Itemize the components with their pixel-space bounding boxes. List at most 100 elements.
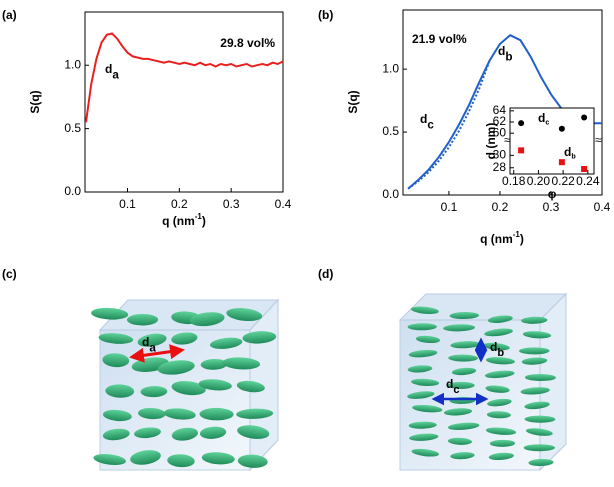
platelet	[520, 387, 550, 395]
x-label-end: )	[520, 232, 524, 246]
x-tick-label: 0.22	[551, 174, 575, 188]
data-point	[558, 159, 565, 166]
platelet	[450, 341, 481, 349]
panel-label: (c)	[2, 267, 17, 281]
y-axis-label: S(q)	[346, 90, 360, 113]
platelet	[105, 384, 135, 398]
platelet	[91, 307, 129, 320]
platelet	[443, 324, 476, 332]
x-tick-label: 0.3	[543, 200, 560, 214]
axis-break: ≈	[504, 133, 511, 147]
peak-label: db	[498, 44, 512, 63]
platelet	[93, 453, 127, 465]
platelet	[237, 425, 270, 439]
x-label-text: q (nm	[162, 214, 195, 228]
platelet	[200, 358, 228, 370]
platelet	[524, 415, 556, 423]
label-sub: c	[427, 118, 434, 131]
platelet	[199, 426, 227, 439]
data-point	[581, 166, 588, 173]
label-main: d	[420, 112, 427, 126]
annotation: 29.8 vol%	[220, 36, 275, 50]
label-sub: a	[112, 68, 119, 81]
platelet	[521, 316, 548, 324]
platelet	[448, 354, 479, 362]
x-tick-label: 0.2	[171, 197, 188, 211]
x-axis-label: q (nm-1)	[480, 230, 524, 246]
x-tick-label: 0.4	[594, 200, 611, 214]
platelet	[222, 357, 261, 370]
platelet	[409, 433, 439, 441]
platelet	[415, 335, 441, 344]
platelet	[524, 374, 557, 382]
label-sub: c	[545, 118, 549, 126]
platelet	[488, 452, 514, 461]
platelet	[443, 408, 473, 416]
axis-break: ≈	[595, 133, 602, 147]
label-sub: c	[453, 384, 459, 396]
label-main: d	[446, 377, 453, 391]
label-main: d	[564, 145, 571, 159]
platelet	[449, 312, 480, 320]
x-label-end: )	[202, 214, 206, 228]
x-tick-label: 0.4	[275, 197, 292, 211]
label-main: d	[490, 340, 497, 354]
platelet	[484, 328, 513, 337]
label-sub: b	[505, 50, 512, 63]
label-main: d	[498, 44, 505, 58]
x-tick-label: 0.2	[492, 200, 509, 214]
platelet	[524, 401, 550, 410]
label-sub: b	[497, 347, 504, 359]
platelet	[237, 454, 268, 468]
platelet	[450, 452, 475, 460]
y-tick-label: 0.5	[64, 121, 81, 135]
platelet	[167, 454, 195, 468]
platelet	[189, 312, 225, 327]
platelet	[487, 315, 513, 323]
y-tick-label: 64	[493, 103, 507, 117]
platelet	[487, 398, 512, 407]
label-sub: b	[571, 152, 576, 160]
label-main: d	[105, 62, 112, 76]
y-tick-label: 62	[493, 114, 507, 128]
y-tick-label: 30	[493, 148, 507, 162]
data-line	[85, 32, 284, 123]
y-axis-label: d (nm)	[484, 123, 498, 160]
peak-label: dc	[420, 112, 434, 131]
x-label-sup: -1	[513, 230, 521, 239]
panel-label: (b)	[318, 8, 333, 22]
platelet	[137, 333, 167, 347]
y-tick-label: 0.5	[382, 124, 399, 138]
platelet	[199, 407, 234, 421]
platelet	[447, 422, 480, 431]
platelet	[98, 333, 134, 344]
x-tick-label: 0.24	[576, 174, 600, 188]
platelet	[411, 378, 440, 386]
y-tick-label: 0.0	[64, 184, 81, 198]
platelet	[519, 347, 550, 355]
platelet	[102, 409, 132, 422]
data-line	[407, 59, 491, 190]
platelet	[126, 313, 159, 326]
x-tick-label: 0.1	[441, 200, 458, 214]
platelet	[171, 427, 199, 441]
platelet	[483, 342, 510, 351]
platelet	[410, 306, 439, 315]
platelet	[130, 450, 161, 465]
platelet	[451, 367, 477, 376]
platelet	[171, 381, 206, 396]
platelet	[528, 458, 554, 467]
label-main: d	[142, 335, 149, 349]
x-tick-label: 0.3	[223, 197, 240, 211]
x-axis-label: φ	[548, 187, 557, 201]
x-tick-label: 0.18	[502, 174, 526, 188]
platelet	[236, 408, 274, 419]
platelet	[407, 323, 437, 331]
platelet	[485, 357, 515, 365]
platelet	[485, 427, 517, 435]
annotation: 21.9 vol%	[412, 32, 467, 46]
y-tick-label: 28	[493, 160, 507, 174]
y-tick-label: 60	[493, 125, 507, 139]
